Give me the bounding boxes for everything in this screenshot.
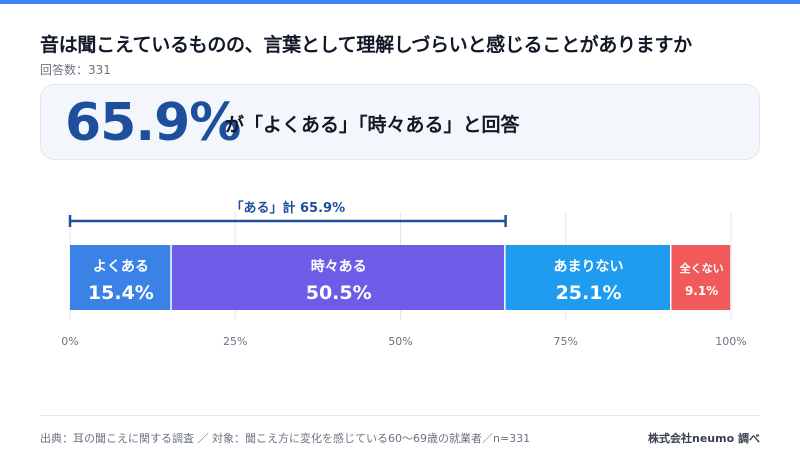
tick-label: 75% xyxy=(554,335,578,348)
tick-label: 100% xyxy=(715,335,746,348)
credit-note: 株式会社neumo 調べ xyxy=(648,432,760,445)
bar-segment xyxy=(171,245,505,310)
segment-name-label: よくある xyxy=(93,259,149,275)
source-note: 出典：耳の聞こえに関する調査 ／ 対象：聞こえ方に変化を感じている60〜69歳の… xyxy=(40,432,531,445)
page-title: 音は聞こえているものの、言葉として理解しづらいと感じることがありますか xyxy=(40,34,692,56)
summary-text: が「よくある」「時々ある」と回答 xyxy=(225,114,520,136)
bar-segment xyxy=(671,245,731,310)
segment-value-label: 50.5% xyxy=(306,282,372,304)
segment-value-label: 9.1% xyxy=(685,284,718,298)
tick-label: 25% xyxy=(223,335,247,348)
tick-label: 0% xyxy=(61,335,78,348)
segment-name-label: 時々ある xyxy=(311,258,367,275)
summary-card: 65.9% が「よくある」「時々ある」と回答 xyxy=(40,84,760,160)
segment-name-label: 全くない xyxy=(679,261,724,275)
stacked-bar-chart: 0% 25% 50% 75% 100% よくある 15.4% 時々ある 50.5% あまりない 25… xyxy=(61,200,746,348)
bar-segment xyxy=(505,245,671,310)
segment-value-label: 25.1% xyxy=(556,282,622,304)
respondent-count: 回答数：331 xyxy=(40,63,111,77)
footer-divider xyxy=(40,415,760,416)
segment-name-label: あまりない xyxy=(554,259,624,275)
top-accent-bar xyxy=(0,0,800,4)
summary-value: 65.9% xyxy=(65,93,241,153)
tick-label: 50% xyxy=(388,335,412,348)
bar-segment xyxy=(70,245,171,310)
annotation-label: 「ある」計 65.9% xyxy=(230,200,345,216)
segment-value-label: 15.4% xyxy=(88,282,154,304)
